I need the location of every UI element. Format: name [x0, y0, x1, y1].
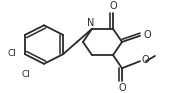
Text: N: N	[87, 18, 95, 28]
Text: Cl: Cl	[22, 70, 30, 79]
Text: O: O	[143, 30, 151, 40]
Text: Cl: Cl	[8, 49, 17, 58]
Text: O: O	[142, 55, 150, 65]
Text: O: O	[118, 83, 126, 93]
Text: O: O	[109, 1, 117, 11]
